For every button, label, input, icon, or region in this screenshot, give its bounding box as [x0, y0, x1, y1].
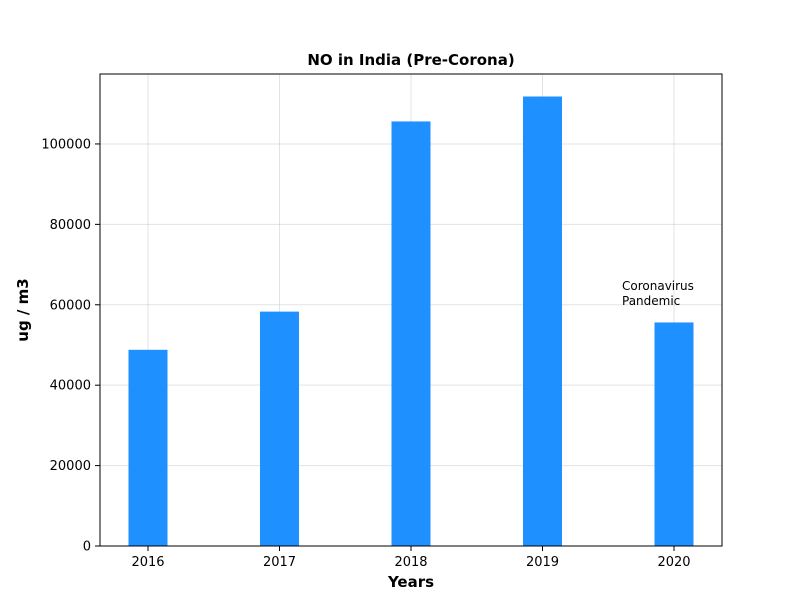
annotation-line: Coronavirus [622, 279, 694, 293]
y-tick-label: 0 [83, 540, 91, 555]
y-axis: 0 20000 40000 60000 80000 100000 [41, 137, 100, 555]
x-tick-label: 2019 [526, 555, 559, 570]
bar [391, 121, 431, 546]
x-tick-label: 2018 [394, 555, 427, 570]
x-axis: 2016 2017 2018 2019 2020 [131, 546, 691, 570]
bar [523, 96, 562, 547]
y-tick-label: 100000 [41, 137, 91, 152]
x-axis-label: Years [387, 573, 434, 591]
y-tick-label: 20000 [50, 459, 91, 474]
bar [654, 322, 694, 546]
x-tick-label: 2020 [657, 555, 690, 570]
y-tick-label: 40000 [50, 379, 91, 394]
bar [128, 349, 168, 546]
x-tick-label: 2016 [131, 555, 164, 570]
y-axis-label: ug / m3 [14, 278, 32, 341]
bars [128, 96, 694, 547]
annotation-coronavirus-pandemic: Coronavirus Pandemic [622, 279, 698, 308]
bar [260, 311, 299, 546]
y-tick-label: 80000 [50, 218, 91, 233]
x-tick-label: 2017 [263, 555, 296, 570]
chart-title: NO in India (Pre-Corona) [307, 51, 514, 69]
y-tick-label: 60000 [50, 298, 91, 313]
annotation-line: Pandemic [622, 294, 680, 308]
